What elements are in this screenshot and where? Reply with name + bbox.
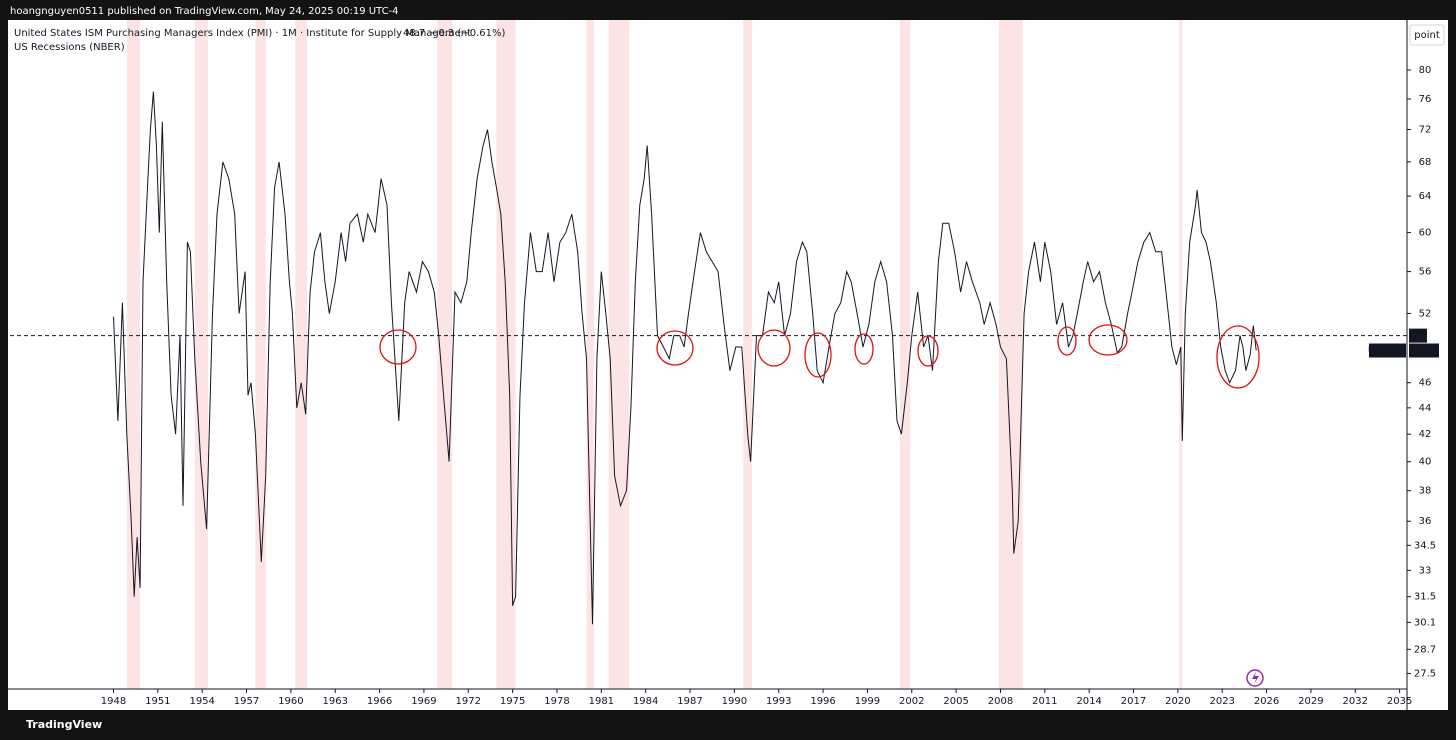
y-tick-label: 64 [1419,191,1432,202]
y-tick-label: 33 [1419,565,1432,576]
x-tick-label: 2032 [1343,696,1368,707]
y-tick-label: 52 [1419,308,1432,319]
symbol-tag [1369,343,1406,358]
x-tick-label: 2002 [899,696,924,707]
y-tick-label: 56 [1419,267,1432,278]
brand: TradingView [26,718,102,731]
recession-band [998,20,1023,689]
x-tick-label: 2017 [1121,696,1146,707]
y-tick-label: 44 [1419,403,1432,414]
y-tick-label: 72 [1419,125,1432,136]
y-tick-label: 27.5 [1414,668,1436,679]
x-tick-label: 1969 [411,696,436,707]
x-tick-label: 1978 [544,696,569,707]
x-tick-label: 1987 [677,696,702,707]
unit-label: point [1414,30,1440,41]
x-tick-label: 1981 [589,696,614,707]
x-tick-label: 1975 [500,696,525,707]
recession-band [586,20,594,689]
x-tick-label: 1960 [278,696,303,707]
y-tick-label: 34.5 [1414,540,1436,551]
x-tick-label: 2035 [1387,696,1412,707]
y-tick-label: 38 [1419,486,1432,497]
recession-band [255,20,266,689]
recession-band [899,20,911,689]
hand-drawn-circles [379,324,1260,389]
x-tick-label: 2014 [1076,696,1101,707]
reference-tag [1409,328,1427,343]
y-tick-label: 76 [1419,94,1432,105]
y-tick-label: 36 [1419,516,1432,527]
lightning-icon[interactable] [1246,669,1264,687]
x-tick-label: 1990 [722,696,747,707]
y-tick-label: 46 [1419,378,1432,389]
y-tick-label: 80 [1419,65,1432,76]
x-tick-label: 2023 [1209,696,1234,707]
x-tick-label: 1966 [367,696,392,707]
x-tick-label: 2005 [943,696,968,707]
lightning-bolt [1252,672,1259,684]
legend-recessions: US Recessions (NBER) [14,42,125,53]
x-tick-label: 1954 [189,696,214,707]
recession-layer [126,20,1183,689]
x-tick-label: 2026 [1254,696,1279,707]
x-tick-label: 1948 [101,696,126,707]
legend-change: −0.3 (−0.61%) [430,28,506,39]
recession-band [194,20,209,689]
symbol-label: USBCOI [1368,346,1406,357]
x-tick-label: 2020 [1165,696,1190,707]
y-tick-label: 60 [1419,228,1432,239]
plot-layer [10,91,1407,625]
recession-band [295,20,308,689]
unit-box[interactable] [1409,24,1445,46]
x-tick-label: 1972 [456,696,481,707]
x-tick-label: 2011 [1032,696,1057,707]
x-tick-label: 2029 [1298,696,1323,707]
legend-entry: United States ISM Purchasing Managers In… [14,28,471,39]
reference-label: 50 [1411,331,1425,342]
legend-last-value: 48.7 [403,28,425,39]
x-tick-label: 1993 [766,696,791,707]
x-tick-label: 1999 [855,696,880,707]
y-tick-label: 30.1 [1414,617,1436,628]
y-tick-label: 68 [1419,157,1432,168]
last-value-label: 48.7 [1412,346,1437,357]
x-tick-label: 1963 [323,696,348,707]
y-tick-label: 42 [1419,429,1432,440]
y-tick-label: 40 [1419,457,1432,468]
x-tick-label: 1957 [234,696,259,707]
x-tick-label: 1996 [810,696,835,707]
series-line [113,91,1257,625]
chart-panel [8,20,1448,710]
recession-band [743,20,753,689]
recession-band [496,20,516,689]
x-tick-label: 1984 [633,696,658,707]
recession-band [437,20,453,689]
x-tick-label: 2008 [988,696,1013,707]
y-tick-label: 31.5 [1414,592,1436,603]
recession-band [126,20,141,689]
x-tick-label: 1951 [145,696,170,707]
recession-band [608,20,630,689]
y-tick-label: 28.7 [1414,644,1436,655]
last-value-tag [1409,343,1439,358]
published-note: hoangnguyen0511 published on TradingView… [10,6,399,17]
